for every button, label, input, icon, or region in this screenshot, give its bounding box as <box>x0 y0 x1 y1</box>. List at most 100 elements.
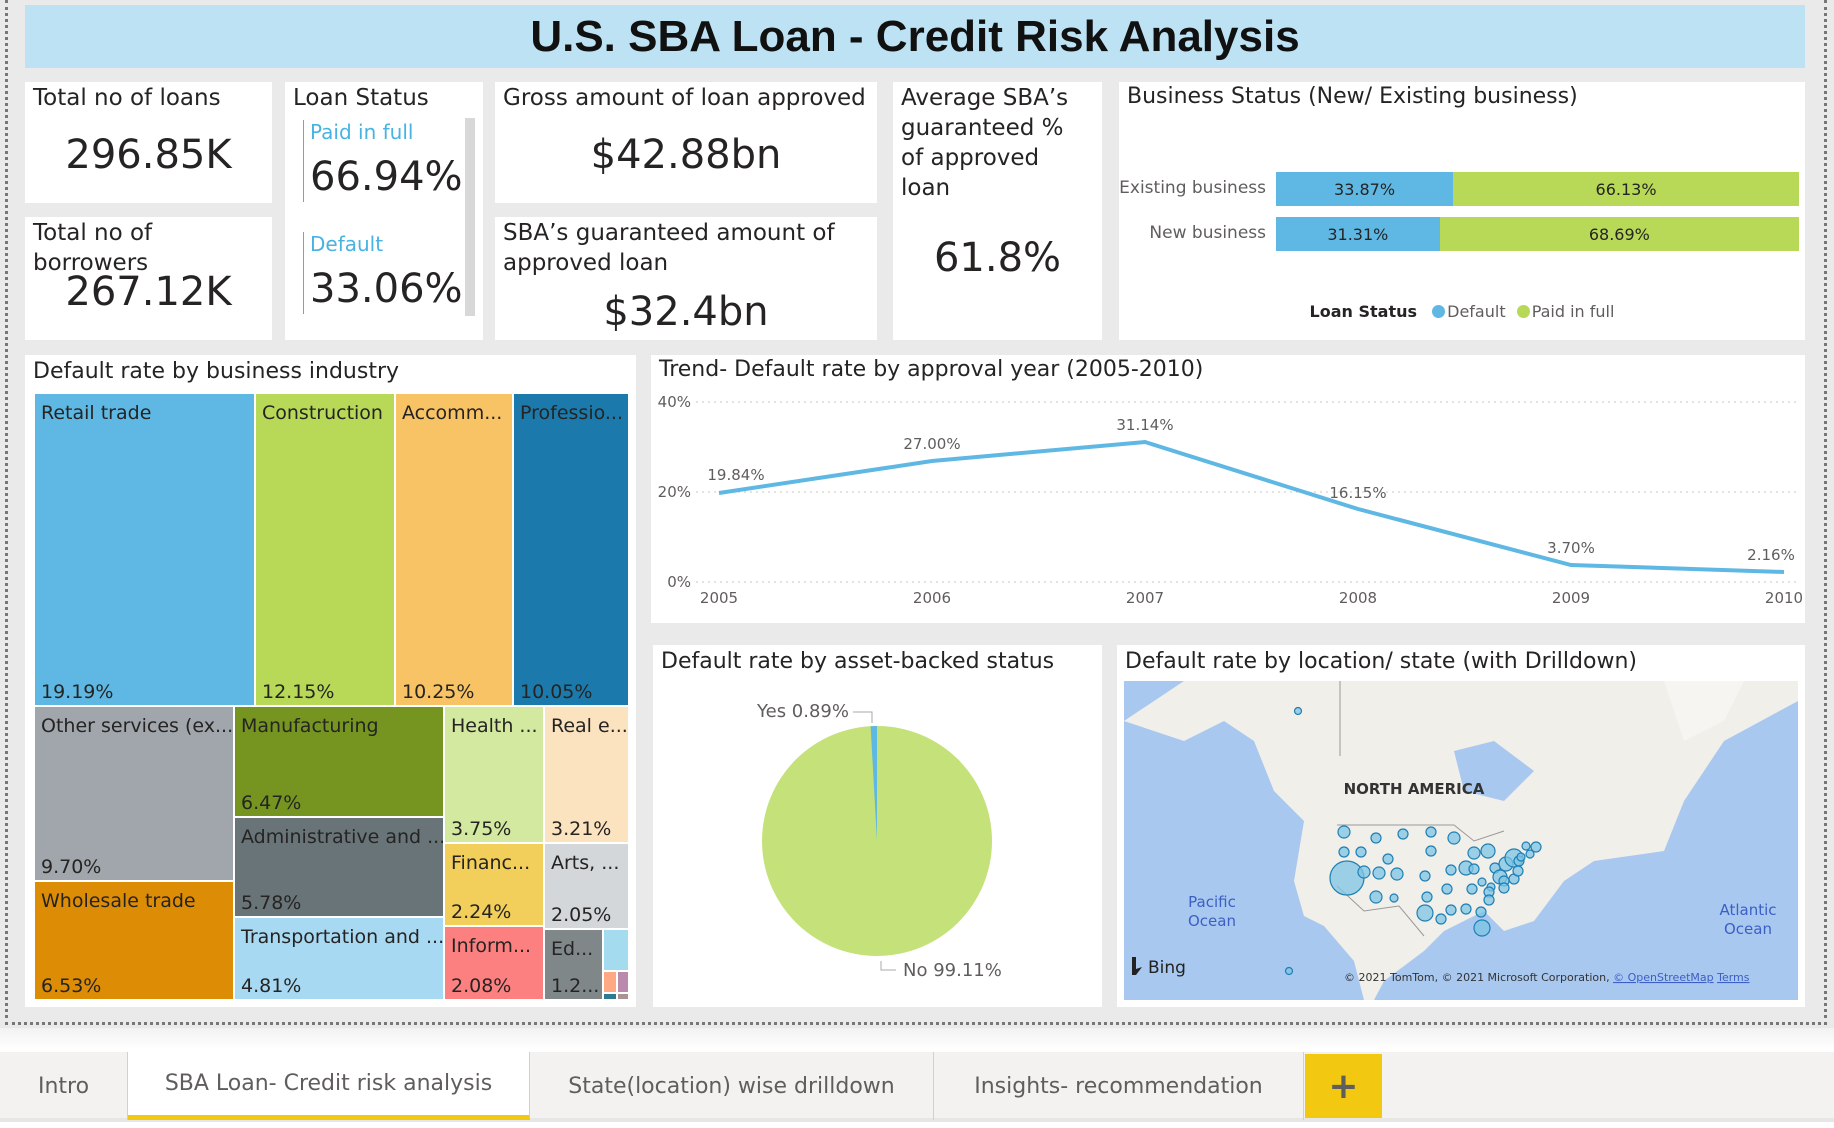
x-tick: 2005 <box>700 589 738 607</box>
canvas-border-left <box>5 0 8 1025</box>
state-bubbles[interactable] <box>1284 706 1542 976</box>
row-label-new: New business <box>1149 223 1266 243</box>
treemap-tile[interactable]: Real e... 3.21% <box>544 706 629 843</box>
tab-sba-loan-credit-risk[interactable]: SBA Loan- Credit risk analysis <box>128 1052 530 1120</box>
treemap-tile[interactable]: Professio... 10.05% <box>513 393 629 706</box>
treemap-tile-small[interactable] <box>603 929 629 971</box>
kpi-gross-amount[interactable]: Gross amount of loan approved $42.88bn <box>495 82 877 203</box>
treemap-tile[interactable]: Transportation and ... 4.81% <box>234 917 444 1000</box>
treemap-tile-small[interactable] <box>603 993 617 1000</box>
chart-title: Trend- Default rate by approval year (20… <box>659 357 1204 382</box>
treemap-tile-small[interactable] <box>617 971 629 993</box>
tile-value: 6.53% <box>41 975 102 997</box>
tile-value: 6.47% <box>241 792 302 814</box>
treemap-tile[interactable]: Ed... 1.2... <box>544 929 603 1000</box>
tile-name: Financ... <box>451 852 531 874</box>
tile-name: Transportation and ... <box>241 926 444 948</box>
industry-treemap[interactable]: Default rate by business industry Retail… <box>25 355 636 1007</box>
legend-dot-default-icon <box>1432 305 1446 318</box>
kpi-total-borrowers[interactable]: Total no of borrowers 267.12K <box>25 217 272 340</box>
bing-icon <box>1132 957 1142 975</box>
segment-default[interactable]: 33.87% <box>1276 172 1454 206</box>
pie-label-yes: Yes 0.89% <box>756 701 849 722</box>
tile-name: Retail trade <box>41 402 152 424</box>
kpi-label: Total no of loans <box>33 85 221 111</box>
loan-status-card[interactable]: Loan Status Paid in full 66.94% Default … <box>285 82 483 340</box>
trend-line[interactable] <box>718 439 1785 574</box>
tile-name: Wholesale trade <box>41 890 196 912</box>
treemap-tile[interactable]: Health ... 3.75% <box>444 706 544 843</box>
treemap-tile[interactable]: Other services (ex... 9.70% <box>34 706 234 881</box>
map-canvas[interactable]: NORTH AMERICA Pacific Ocean Atlantic Oce… <box>1124 681 1798 1000</box>
segment-paid[interactable]: 66.13% <box>1453 172 1799 206</box>
tab-state-drilldown[interactable]: State(location) wise drilldown <box>530 1052 934 1120</box>
asset-backed-pie-chart[interactable]: Default rate by asset-backed status Yes … <box>653 645 1102 1007</box>
atlantic-label: Ocean <box>1724 920 1772 938</box>
business-status-chart[interactable]: Business Status (New/ Existing business)… <box>1119 82 1805 340</box>
treemap-tile[interactable]: Accomm... 10.25% <box>395 393 513 706</box>
x-tick: 2007 <box>1126 589 1164 607</box>
data-label: 27.00% <box>903 435 960 453</box>
row-label-existing: Existing business <box>1119 178 1266 198</box>
treemap-tile[interactable]: Construction 12.15% <box>255 393 395 706</box>
tab-insights[interactable]: Insights- recommendation <box>934 1052 1304 1120</box>
kpi-value: 267.12K <box>65 269 232 315</box>
default-label: Default <box>310 232 384 256</box>
kpi-avg-sba-pct[interactable]: Average SBA’s guaranteed % of approved l… <box>893 82 1102 340</box>
treemap-tile-small[interactable] <box>617 993 629 1000</box>
card-scrollbar[interactable] <box>465 118 475 316</box>
canvas-border-right <box>1824 0 1827 1025</box>
chart-title: Default rate by business industry <box>33 359 400 384</box>
treemap-tile[interactable]: Wholesale trade 6.53% <box>34 881 234 1000</box>
kpi-label: Gross amount of loan approved <box>503 85 866 111</box>
segment-default[interactable]: 31.31% <box>1276 217 1440 251</box>
bar-existing-business[interactable]: 33.87% 66.13% <box>1276 172 1799 206</box>
paid-in-full-label: Paid in full <box>310 120 414 144</box>
tile-value: 2.08% <box>451 975 512 997</box>
x-tick: 2008 <box>1339 589 1377 607</box>
legend-item-default[interactable]: Default <box>1447 302 1506 321</box>
kpi-total-loans[interactable]: Total no of loans 296.85K <box>25 82 272 203</box>
state-map[interactable]: Default rate by location/ state (with Dr… <box>1117 645 1805 1007</box>
tile-name: Ed... <box>551 938 594 960</box>
bar-new-business[interactable]: 31.31% 68.69% <box>1276 217 1799 251</box>
tile-name: Construction <box>262 402 383 424</box>
treemap-tile-small[interactable] <box>603 971 617 993</box>
chart-title: Default rate by location/ state (with Dr… <box>1125 649 1637 674</box>
treemap-tile[interactable]: Manufacturing 6.47% <box>234 706 444 817</box>
treemap-tile[interactable]: Administrative and ... 5.78% <box>234 817 444 917</box>
kpi-sba-guaranteed[interactable]: SBA’s guaranteed amount of approved loan… <box>495 217 877 340</box>
kpi-label: SBA’s guaranteed amount of approved loan <box>503 220 835 276</box>
tile-name: Health ... <box>451 715 538 737</box>
add-page-button[interactable]: + <box>1305 1054 1382 1118</box>
legend-title: Loan Status <box>1309 302 1418 321</box>
report-title-band: U.S. SBA Loan - Credit Risk Analysis <box>25 5 1805 68</box>
tile-value: 3.21% <box>551 818 612 840</box>
data-label: 3.70% <box>1547 539 1595 557</box>
chart-title: Default rate by asset-backed status <box>661 649 1055 674</box>
map-attribution: © 2021 TomTom, © 2021 Microsoft Corporat… <box>1344 971 1750 984</box>
tile-name: Manufacturing <box>241 715 379 737</box>
pie-label-no: No 99.11% <box>903 960 1002 981</box>
tile-value: 2.24% <box>451 901 512 923</box>
tile-name: Administrative and ... <box>241 826 444 848</box>
treemap-tile[interactable]: Inform... 2.08% <box>444 926 544 1000</box>
x-tick: 2009 <box>1552 589 1590 607</box>
canvas-shadow <box>0 1028 1834 1050</box>
treemap-tile[interactable]: Financ... 2.24% <box>444 843 544 926</box>
tile-name: Inform... <box>451 935 532 957</box>
legend-item-paid[interactable]: Paid in full <box>1531 302 1615 321</box>
treemap-tile[interactable]: Arts, ... 2.05% <box>544 843 629 929</box>
page-tab-bar: Intro SBA Loan- Credit risk analysis Sta… <box>0 1052 1834 1122</box>
pie-slice-yes[interactable] <box>870 726 877 841</box>
paid-in-full-value: 66.94% <box>310 154 463 200</box>
y-tick: 0% <box>667 573 691 591</box>
kpi-value: $32.4bn <box>603 289 769 335</box>
treemap-tile[interactable]: Retail trade 19.19% <box>34 393 255 706</box>
tile-value: 3.75% <box>451 818 512 840</box>
segment-paid[interactable]: 68.69% <box>1439 217 1799 251</box>
kpi-label: Average SBA’s guaranteed % of approved l… <box>901 85 1069 201</box>
tab-intro[interactable]: Intro <box>0 1052 128 1120</box>
trend-line-chart[interactable]: Trend- Default rate by approval year (20… <box>651 355 1805 623</box>
pie-plot: Yes 0.89% No 99.11% <box>756 701 1002 981</box>
